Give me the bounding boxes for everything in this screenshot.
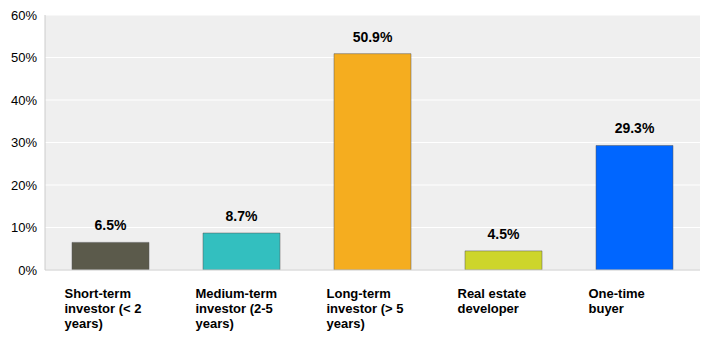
svg-text:Medium-terminvestor (2-5years): Medium-terminvestor (2-5years) [196,286,278,331]
svg-text:Long-terminvestor (> 5years): Long-terminvestor (> 5years) [327,286,404,331]
svg-text:6.5%: 6.5% [95,217,127,233]
svg-text:60%: 60% [11,8,37,23]
svg-text:50.9%: 50.9% [353,29,393,45]
svg-text:4.5%: 4.5% [488,226,520,242]
svg-text:One-timebuyer: One-timebuyer [589,286,645,316]
svg-text:30%: 30% [11,135,37,150]
svg-text:40%: 40% [11,93,37,108]
svg-text:20%: 20% [11,178,37,193]
svg-text:Real estatedeveloper: Real estatedeveloper [458,286,527,316]
svg-text:50%: 50% [11,50,37,65]
svg-text:Short-terminvestor (< 2years): Short-terminvestor (< 2years) [65,286,142,331]
svg-text:10%: 10% [11,220,37,235]
svg-text:0%: 0% [18,263,37,278]
svg-text:8.7%: 8.7% [226,208,258,224]
svg-text:29.3%: 29.3% [615,120,655,136]
